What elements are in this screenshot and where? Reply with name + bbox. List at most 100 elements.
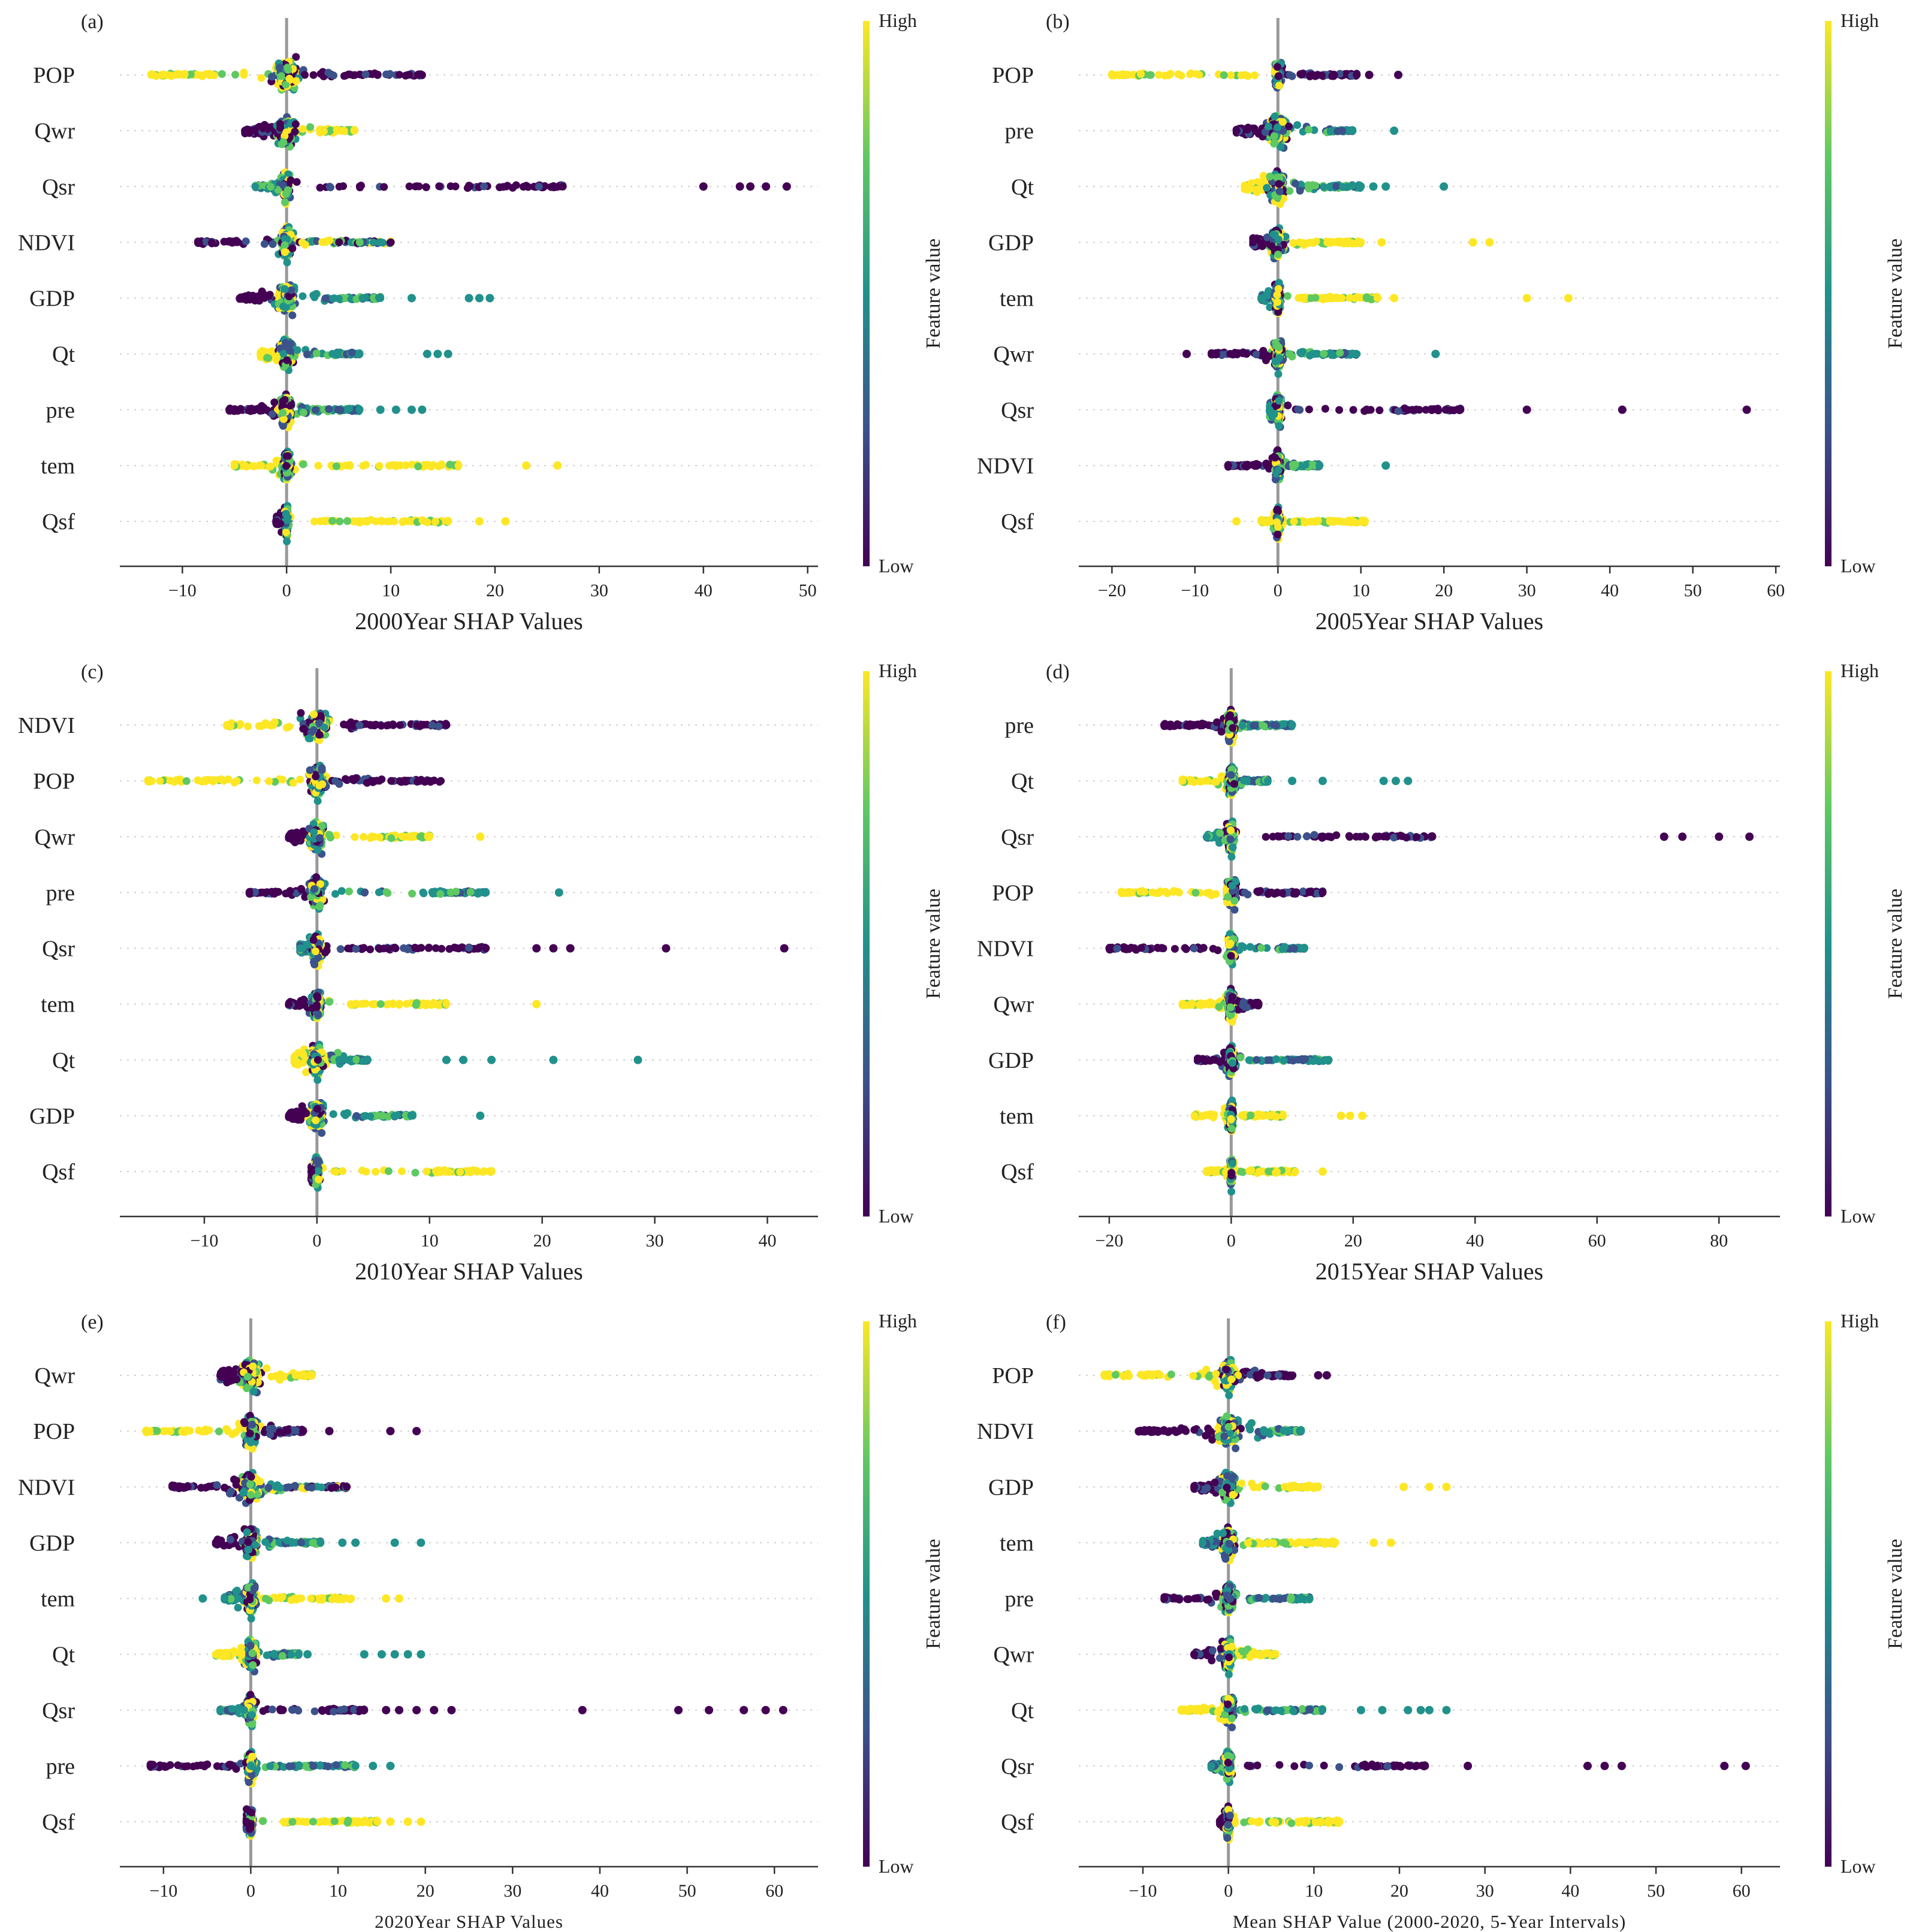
shap-point (270, 398, 279, 406)
shap-point (358, 294, 367, 303)
shap-point (1272, 357, 1280, 366)
shap-point (1255, 185, 1263, 194)
feature-row-Qt: Qt (52, 335, 818, 375)
shap-point (280, 241, 289, 249)
shap-point (442, 721, 451, 729)
shap-point (1271, 454, 1280, 462)
shap-point (348, 348, 356, 357)
shap-point (282, 80, 290, 89)
feature-label: POP (33, 63, 75, 88)
shap-point (446, 182, 455, 191)
shap-point (280, 285, 289, 293)
shap-point (279, 303, 288, 310)
shap-point (1258, 242, 1266, 250)
shap-point (509, 183, 517, 192)
shap-point (375, 462, 384, 470)
shap-point (1274, 72, 1283, 80)
shap-point (288, 244, 297, 253)
shap-outlier-point (1742, 405, 1751, 414)
shap-point (1336, 237, 1345, 246)
shap-point (319, 127, 328, 135)
shap-point (1241, 182, 1249, 191)
shap-point (286, 176, 295, 185)
feature-label: Qsr (1001, 398, 1034, 423)
shap-point (230, 461, 239, 470)
feature-row-POP: POP (33, 762, 818, 805)
shap-point (1362, 405, 1371, 413)
feature-label: Qt (1011, 174, 1034, 200)
shap-point (1115, 71, 1124, 80)
shap-point (310, 710, 318, 719)
colorbar-title: Feature value (1884, 239, 1906, 349)
shap-point (265, 292, 273, 300)
feature-row-Qwr: Qwr (34, 113, 818, 151)
shap-point (369, 239, 378, 246)
shap-point (261, 721, 269, 729)
shap-point (279, 138, 288, 146)
shap-point (182, 777, 191, 785)
shap-outlier-point (1564, 294, 1573, 303)
shap-point (350, 126, 358, 135)
feature-row-GDP: GDP (29, 281, 818, 319)
shap-point (437, 777, 445, 785)
shap-point (1273, 298, 1281, 306)
shap-outlier-point (1369, 182, 1378, 191)
shap-point (1263, 184, 1271, 192)
feature-row-tem: tem (1000, 279, 1780, 318)
feature-row-Qsr: Qsr (42, 168, 818, 208)
shap-point (1289, 463, 1298, 471)
shap-point (1374, 294, 1381, 302)
shap-point (251, 297, 260, 305)
shap-point (318, 238, 327, 246)
shap-point (309, 726, 318, 734)
shap-point (1275, 81, 1283, 90)
shap-point (1312, 71, 1321, 79)
shap-point (223, 721, 231, 729)
shap-point (336, 517, 344, 526)
shap-point (313, 846, 322, 854)
shap-point (395, 71, 403, 79)
colorbar-high-label: High (879, 10, 917, 31)
shap-point (391, 462, 400, 470)
shap-point (335, 238, 343, 246)
shap-point (282, 528, 290, 536)
shap-point (1333, 127, 1342, 135)
feature-row-GDP: GDP (988, 224, 1780, 262)
shap-point (343, 517, 351, 525)
shap-point (519, 183, 527, 191)
shap-point (1336, 294, 1344, 303)
shap-point (1237, 71, 1245, 79)
shap-point (309, 71, 318, 79)
shap-point (1357, 238, 1365, 246)
shap-point (1328, 72, 1336, 80)
shap-point (233, 777, 241, 785)
shap-point (1193, 70, 1201, 79)
shap-point (363, 778, 371, 787)
shap-point (1249, 238, 1257, 246)
shap-point (280, 396, 289, 404)
x-tick-label: −10 (168, 581, 197, 600)
feature-row-pre: pre (1004, 111, 1780, 152)
shap-point (1314, 517, 1322, 525)
shap-point (1320, 183, 1328, 191)
shap-outlier-point (1381, 182, 1390, 191)
x-tick-label: 10 (382, 581, 400, 600)
shap-point (1361, 517, 1369, 526)
shap-point (1305, 405, 1313, 413)
shap-outlier-point (475, 294, 484, 303)
x-axis-label: 2000Year SHAP Values (355, 608, 583, 635)
x-axis-label: 2005Year SHAP Values (1315, 608, 1543, 635)
shap-outlier-point (464, 294, 473, 303)
shap-point (324, 68, 333, 77)
shap-point (194, 238, 202, 246)
shap-outlier-point (746, 182, 755, 191)
shap-point (435, 182, 443, 191)
shap-point (252, 405, 260, 413)
feature-label: Qsf (42, 509, 75, 535)
shap-point (1295, 238, 1304, 246)
shap-point (268, 73, 276, 81)
shap-point (418, 71, 426, 79)
shap-point (444, 517, 452, 526)
